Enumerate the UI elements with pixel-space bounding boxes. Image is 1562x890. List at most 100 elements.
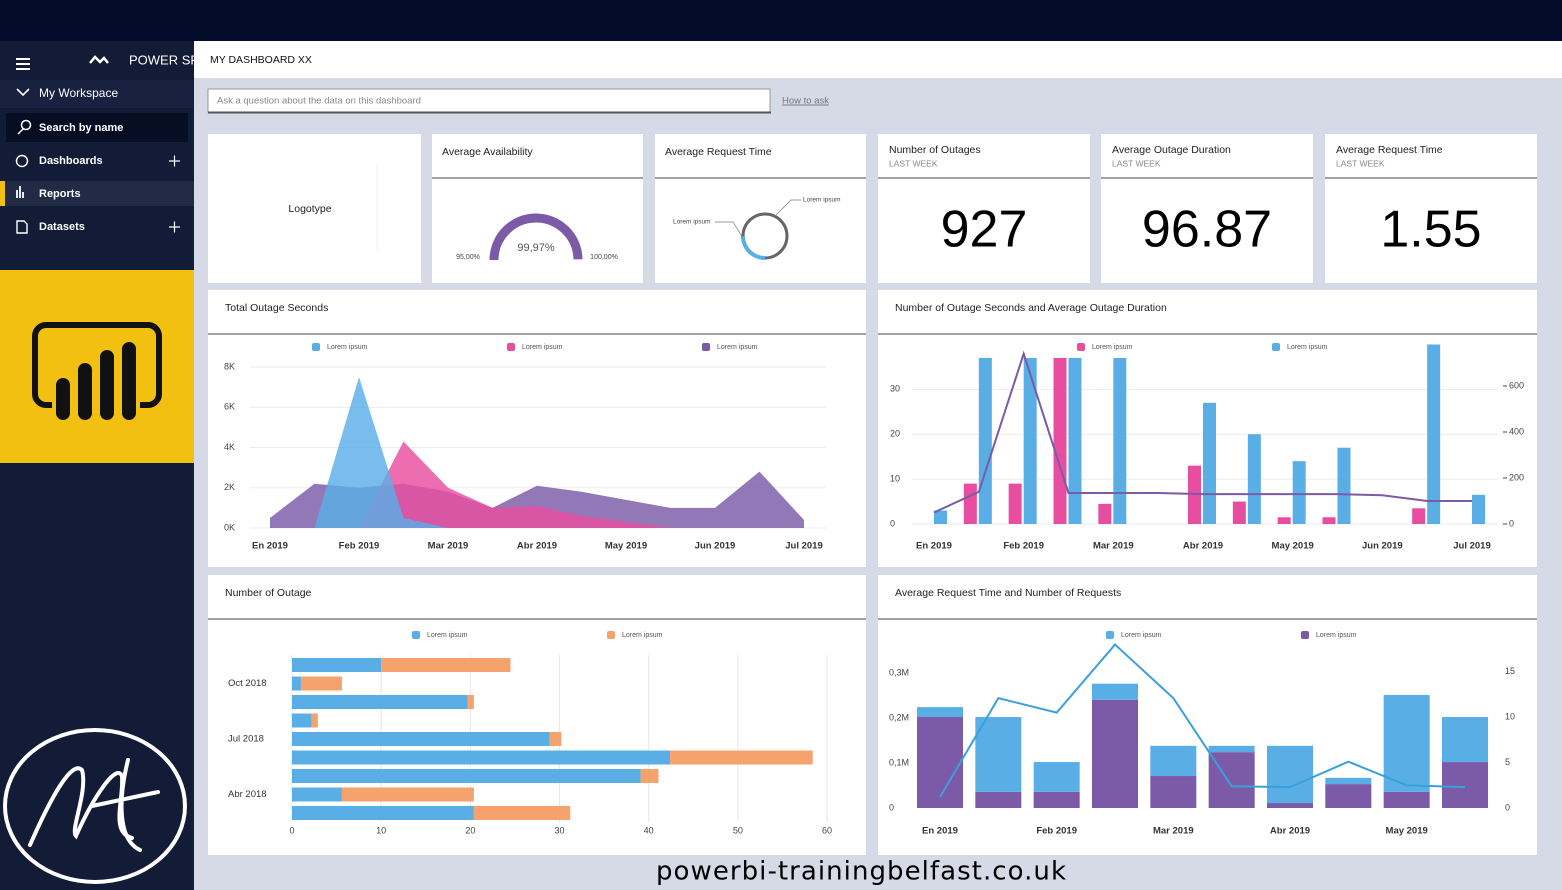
legend-label: Lorem ipsum	[327, 344, 368, 351]
bar	[1150, 776, 1197, 808]
dashboard-title: MY DASHBOARD XX	[210, 54, 312, 66]
bar	[1267, 745, 1313, 804]
bar	[1277, 517, 1291, 524]
question-placeholder: Ask a question about the data on this da…	[217, 96, 421, 107]
x-tick-label: Jul 2019	[1453, 541, 1491, 552]
bar	[473, 806, 571, 820]
nav-item[interactable]: Reports	[39, 188, 81, 200]
bar	[1337, 447, 1351, 524]
bar	[975, 791, 1022, 808]
bar	[1033, 762, 1080, 792]
school-logo	[3, 728, 187, 884]
x-tick-label: Abr 2019	[1270, 826, 1310, 837]
donut-segment	[741, 235, 766, 260]
y-tick-label: 200	[1509, 472, 1524, 482]
x-tick-label: Mar 2019	[1093, 541, 1134, 552]
legend-label: Lorem ipsum	[1092, 344, 1133, 351]
legend-swatch	[412, 631, 420, 639]
bar	[1383, 694, 1430, 792]
x-tick-label: En 2019	[916, 541, 952, 552]
bar	[292, 695, 468, 709]
y-tick-label: 0,2M	[889, 712, 909, 722]
bar	[341, 787, 474, 802]
donut-segment	[741, 212, 789, 260]
legend-swatch	[507, 343, 515, 351]
x-tick-label: Abr 2019	[1183, 541, 1223, 552]
area	[270, 377, 804, 528]
y-tick-label: 10	[1505, 712, 1515, 722]
y-tick-label: 6K	[224, 402, 235, 412]
datasets-icon	[16, 220, 28, 234]
kpi-subtitle: LAST WEEK	[889, 158, 938, 168]
gauge-value: 99,97%	[517, 242, 555, 254]
bar	[292, 713, 312, 728]
x-tick-label: 50	[733, 825, 743, 835]
donut-label: Lorem ipsum	[803, 197, 841, 204]
x-tick-label: 10	[376, 825, 386, 835]
menu-icon[interactable]	[16, 58, 30, 70]
search-box[interactable]	[6, 113, 188, 142]
y-tick-label: 4K	[224, 442, 235, 452]
chart-title: Number of Outage Seconds and Average Out…	[895, 302, 1167, 314]
kpi-subtitle: LAST WEEK	[1336, 158, 1385, 168]
tiles: Number of Outages LAST WEEK 927 Average Out…	[208, 134, 1537, 855]
x-tick-label: Feb 2019	[339, 541, 380, 552]
x-tick-label: May 2019	[1386, 826, 1428, 837]
workspace: My Workspace	[39, 86, 118, 100]
legend-label: Lorem ipsum	[1121, 632, 1162, 639]
x-tick-label: Mar 2019	[428, 541, 469, 552]
legend-label: Lorem ipsum	[717, 344, 758, 351]
brand: POWER SF	[129, 52, 198, 67]
x-tick-label: En 2019	[922, 826, 958, 837]
gauge-max: 100,00%	[590, 254, 618, 261]
bar	[917, 717, 963, 808]
line	[933, 350, 1472, 514]
bar	[292, 806, 474, 820]
nav-item[interactable]: Dashboards	[39, 155, 103, 167]
bar	[1412, 508, 1426, 524]
legend-swatch	[1106, 631, 1114, 639]
kpi-title: Number of Outages	[889, 144, 981, 156]
chart-title: Average Availability	[442, 146, 533, 158]
help-link[interactable]: How to ask	[782, 96, 829, 107]
top-bar	[0, 0, 1562, 41]
legend-swatch	[702, 343, 710, 351]
y-tick-label: 0	[1509, 518, 1514, 528]
dashboards-icon	[15, 154, 29, 168]
legend-swatch	[1077, 343, 1085, 351]
bar	[1053, 357, 1067, 524]
bar	[1442, 717, 1488, 763]
y-tick-label: 0	[1505, 802, 1510, 812]
x-tick-label: Feb 2019	[1036, 826, 1077, 837]
bar	[934, 510, 947, 524]
workspace-row[interactable]	[0, 80, 194, 108]
y-tick-label: 15	[1505, 666, 1515, 676]
y-tick-label: Abr 2018	[228, 789, 267, 800]
chevron	[16, 88, 30, 97]
bar	[1232, 501, 1246, 524]
reports-icon	[16, 186, 24, 198]
y-tick-label: 0,1M	[889, 757, 909, 767]
y-tick-label: Oct 2018	[228, 678, 267, 689]
line	[939, 643, 1466, 798]
product-icon-bars	[52, 338, 140, 424]
logo-label: Logotype	[288, 203, 331, 215]
add-icon[interactable]	[169, 155, 180, 167]
x-tick-label: Jul 2019	[785, 541, 823, 552]
bar	[640, 769, 659, 783]
legend-swatch	[312, 343, 320, 351]
donut-label: Lorem ipsum	[673, 219, 711, 226]
add-icon[interactable]	[169, 221, 180, 233]
chart-title: Average Request Time and Number of Reque…	[895, 587, 1121, 599]
gauge-min: 95,00%	[456, 254, 480, 261]
nav-item[interactable]: Datasets	[39, 221, 85, 233]
x-tick-label: Mar 2019	[1153, 826, 1194, 837]
bar	[1023, 357, 1037, 524]
legend-label: Lorem ipsum	[622, 632, 663, 639]
chart-title: Total Outage Seconds	[225, 302, 328, 314]
y-tick-label: 0,3M	[889, 667, 909, 677]
y-tick-label: 2K	[224, 482, 235, 492]
search-label: Search by name	[39, 122, 123, 134]
kpi-value: 1.55	[1380, 201, 1481, 259]
brand-icon	[89, 55, 109, 64]
